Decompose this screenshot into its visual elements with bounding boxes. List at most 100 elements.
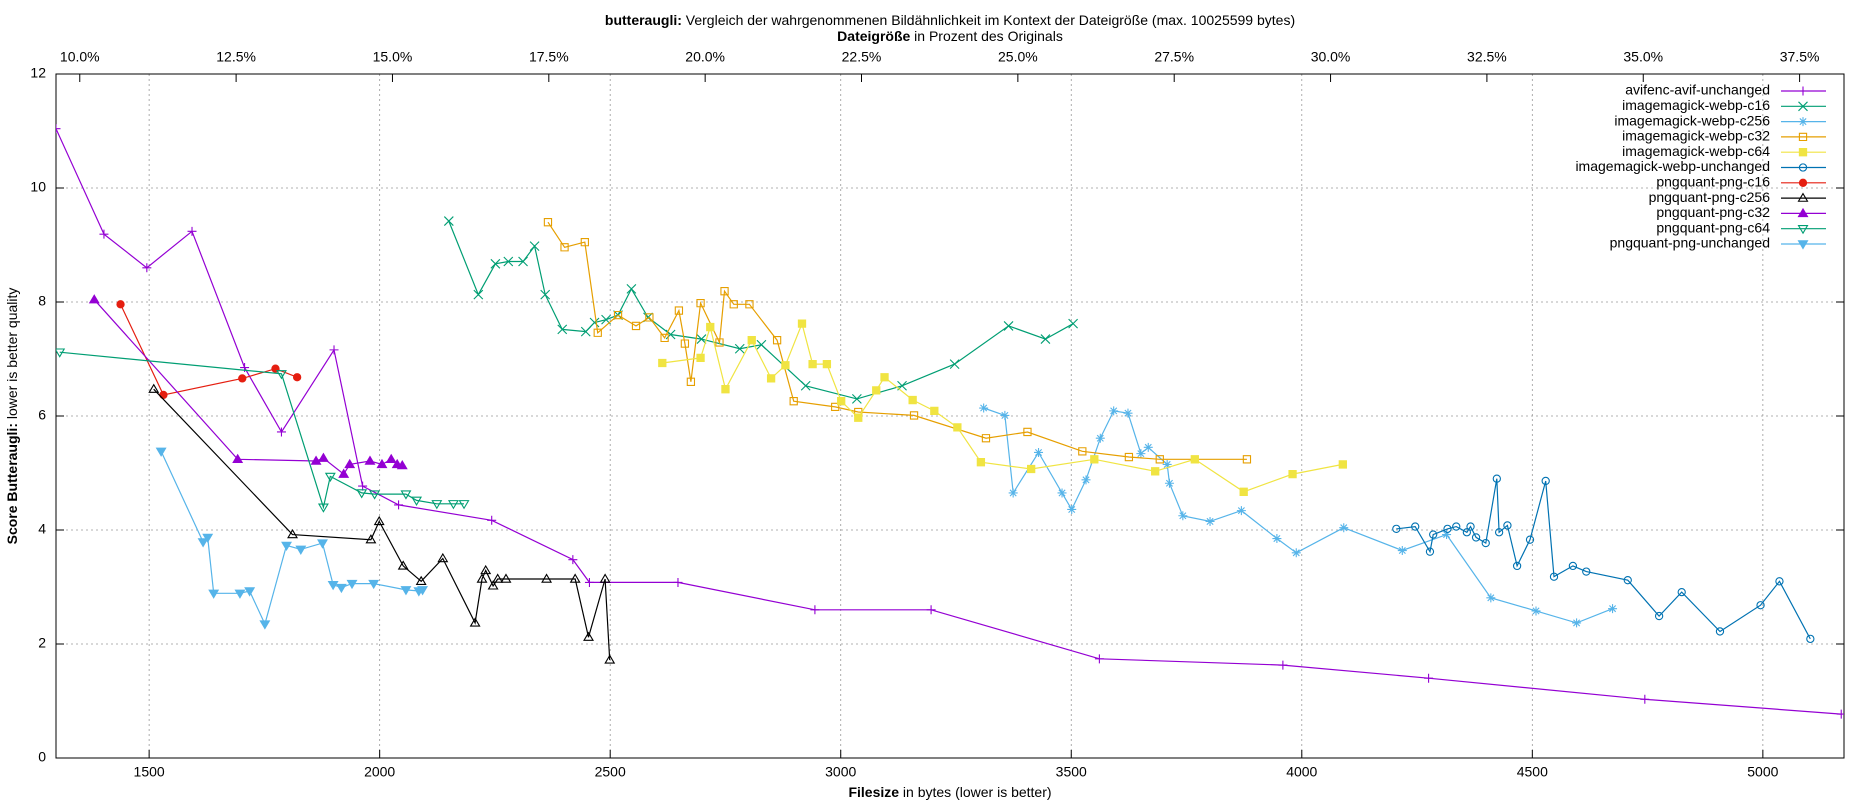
data-point <box>310 455 322 465</box>
data-point <box>1190 455 1199 464</box>
data-point <box>831 402 840 412</box>
data-point <box>1078 447 1087 456</box>
x-tick-label: 1500 <box>134 764 165 780</box>
data-point <box>613 310 623 320</box>
data-point <box>327 581 339 591</box>
data-point <box>476 573 488 583</box>
data-point <box>411 496 423 506</box>
title-bold: butteraugli: <box>605 12 682 28</box>
data-point <box>1806 634 1815 644</box>
y-tick-label: 6 <box>38 407 46 423</box>
data-point <box>400 490 412 500</box>
data-point <box>469 617 481 627</box>
x-tick-label: 2500 <box>595 764 626 780</box>
data-point <box>729 300 738 309</box>
data-point <box>706 322 715 332</box>
legend-marker <box>1797 225 1809 235</box>
data-point <box>557 324 568 335</box>
legend-marker <box>1798 101 1808 112</box>
data-point <box>541 573 553 583</box>
data-point <box>142 263 152 273</box>
y-tick-label: 2 <box>38 635 46 651</box>
data-point <box>503 256 514 267</box>
data-point <box>745 300 754 309</box>
data-point <box>1068 318 1078 329</box>
data-point <box>720 287 729 296</box>
legend-marker <box>1798 117 1808 127</box>
x2-tick-label: 37.5% <box>1780 49 1820 65</box>
data-point <box>415 575 427 585</box>
data-point <box>518 256 528 267</box>
data-point <box>1392 524 1401 533</box>
data-point <box>275 370 287 380</box>
data-point <box>295 545 307 555</box>
data-point <box>1462 528 1472 537</box>
data-point <box>1608 604 1618 614</box>
data-point <box>1272 534 1282 544</box>
x2-label-rest: in Prozent des Originals <box>910 28 1063 44</box>
data-point <box>560 243 569 252</box>
data-point <box>1242 455 1252 464</box>
legend-label: imagemagick-webp-c64 <box>1622 143 1770 159</box>
series-line <box>56 128 1842 715</box>
data-point <box>487 580 499 590</box>
data-point <box>569 573 581 583</box>
data-point <box>1136 449 1146 459</box>
x2-tick-label: 10.0% <box>60 49 100 65</box>
data-point <box>329 345 339 355</box>
plot-series <box>56 124 1844 719</box>
data-point <box>599 573 611 583</box>
data-point <box>1503 521 1512 530</box>
data-point <box>238 374 247 383</box>
data-point <box>1291 548 1301 558</box>
legend-marker <box>1798 148 1808 157</box>
data-point <box>232 453 244 464</box>
data-point <box>99 229 109 239</box>
data-point <box>909 411 919 420</box>
data-point <box>1568 561 1578 571</box>
data-point <box>385 453 397 464</box>
data-point <box>756 339 767 350</box>
legend-label: imagemagick-webp-c16 <box>1622 97 1770 113</box>
data-point <box>584 577 594 587</box>
series-line <box>59 351 464 510</box>
data-point <box>680 339 690 348</box>
data-point <box>1582 567 1591 576</box>
data-point <box>1164 478 1174 488</box>
data-point <box>721 385 730 394</box>
data-point <box>344 458 356 469</box>
data-point <box>976 458 986 467</box>
data-point <box>335 583 347 594</box>
data-point <box>589 317 600 328</box>
legend-label: imagemagick-webp-c256 <box>1614 112 1770 128</box>
data-point <box>376 458 388 469</box>
data-point <box>580 238 589 247</box>
data-point <box>1143 442 1153 452</box>
data-point <box>822 359 832 369</box>
data-point <box>1531 606 1541 616</box>
data-point <box>458 500 470 510</box>
data-point <box>396 460 408 470</box>
data-point <box>1836 709 1844 719</box>
data-point <box>1095 433 1105 443</box>
series-line <box>1396 478 1811 640</box>
data-point <box>1000 410 1010 420</box>
data-point <box>747 336 756 345</box>
data-point <box>364 455 376 465</box>
data-point <box>926 605 936 615</box>
y-label-bold: Score Butteraugli: <box>4 423 20 544</box>
data-point <box>287 528 298 539</box>
data-point <box>1756 601 1765 610</box>
data-point <box>1623 576 1632 585</box>
x2-tick-label: 25.0% <box>998 49 1038 65</box>
data-point <box>1008 488 1018 498</box>
data-point <box>276 427 286 437</box>
data-point <box>1411 522 1420 531</box>
data-point <box>800 380 811 391</box>
data-point <box>317 503 329 513</box>
x2-tick-label: 27.5% <box>1154 49 1194 65</box>
data-point <box>631 321 641 331</box>
